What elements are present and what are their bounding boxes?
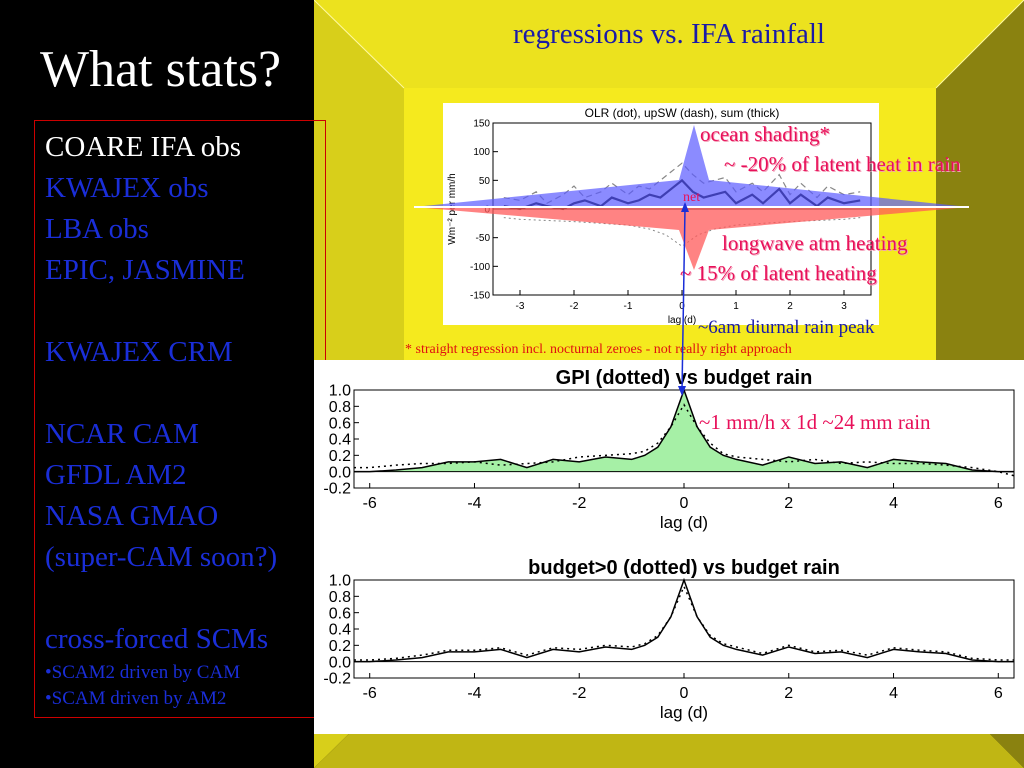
- x-tick-label: 6: [994, 685, 1003, 702]
- y-tick-label: 50: [479, 176, 491, 187]
- chart-title: OLR (dot), upSW (dash), sum (thick): [585, 106, 780, 120]
- list-item: KWAJEX obs: [45, 172, 209, 204]
- x-tick-label: 0: [680, 495, 689, 512]
- y-tick-label: 150: [473, 119, 490, 130]
- x-axis-label: lag (d): [660, 513, 708, 532]
- longwave-wedge: [414, 207, 969, 270]
- y-tick-label: 0.4: [329, 622, 351, 639]
- ocean-shading-wedge: [414, 125, 969, 207]
- list-item: COARE IFA obs: [45, 131, 242, 163]
- arrow-head-bottom: [678, 386, 686, 396]
- list-item: LBA obs: [45, 213, 149, 245]
- gpi-chart-svg: GPI (dotted) vs budget rain1.00.80.60.40…: [323, 367, 1015, 532]
- y-tick-label: 0.8: [329, 589, 351, 606]
- chart-title: budget>0 (dotted) vs budget rain: [528, 557, 840, 579]
- list-item: KWAJEX CRM: [45, 336, 233, 368]
- page-title: What stats?: [40, 41, 282, 98]
- x-tick-label: -6: [363, 685, 377, 702]
- x-tick-label: 4: [889, 685, 898, 702]
- list-item: EPIC, JASMINE: [45, 254, 245, 286]
- x-tick-label: -2: [572, 495, 586, 512]
- x-tick-label: 2: [784, 495, 793, 512]
- y-tick-label: -50: [476, 233, 491, 244]
- y-tick-label: 0.4: [329, 432, 351, 449]
- y-tick-label: 0.0: [329, 654, 351, 671]
- y-tick-label: -150: [470, 291, 490, 302]
- x-tick-label: -6: [363, 495, 377, 512]
- list-item: •SCAM driven by AM2: [45, 688, 227, 709]
- list-item: cross-forced SCMs: [45, 623, 269, 655]
- longwave-label: longwave atm heating: [722, 231, 908, 255]
- ocean-shading-label: ocean shading*: [700, 122, 831, 146]
- y-tick-label: 0.6: [329, 605, 351, 622]
- x-tick-label: -3: [516, 301, 525, 312]
- panel-title: regressions vs. IFA rainfall: [513, 18, 825, 50]
- x-tick-label: 0: [679, 301, 685, 312]
- y-tick-label: 1.0: [329, 383, 351, 400]
- series-line-1: [354, 584, 1014, 661]
- x-tick-label: 3: [841, 301, 847, 312]
- x-tick-label: 2: [787, 301, 793, 312]
- y-tick-label: 0.6: [329, 415, 351, 432]
- budget-chart-svg: budget>0 (dotted) vs budget rain1.00.80.…: [323, 557, 1015, 722]
- latent15-label: ~ 15% of latent heating: [680, 261, 877, 285]
- x-tick-label: -2: [570, 301, 579, 312]
- arrow-head-top: [681, 202, 689, 212]
- y-tick-label: 100: [473, 147, 490, 158]
- x-tick-label: -2: [572, 685, 586, 702]
- rain-scale-label: ~1 mm/h x 1d ~24 mm rain: [699, 410, 931, 434]
- y-tick-label: -0.2: [323, 481, 351, 498]
- model-list-box: COARE IFA obs KWAJEX obs LBA obs EPIC, J…: [34, 120, 326, 718]
- shading-wedges: [414, 125, 969, 270]
- list-item: •SCAM2 driven by CAM: [45, 662, 241, 683]
- list-item: NASA GMAO: [45, 500, 219, 532]
- list-item: (super-CAM soon?): [45, 541, 278, 573]
- frame-top-bevel: [314, 0, 1024, 88]
- diurnal-label: ~6am diurnal rain peak: [698, 317, 875, 338]
- x-tick-label: -4: [467, 685, 481, 702]
- series-line-1: [354, 403, 1015, 477]
- lower-charts-panel: GPI (dotted) vs budget rain 1.0 0.8 0.6 0.4 0…: [314, 360, 1024, 734]
- y-tick-label: 1.0: [329, 573, 351, 590]
- series-line-1: [503, 162, 861, 205]
- link-arrow: [678, 202, 689, 396]
- x-tick-label: 6: [994, 495, 1003, 512]
- footnote: * straight regression incl. nocturnal ze…: [405, 342, 792, 357]
- x-tick-label: 4: [889, 495, 898, 512]
- y-tick-label: 0.2: [329, 448, 351, 465]
- x-axis-label: lag (d): [668, 315, 696, 325]
- series-fill: [354, 390, 1014, 472]
- list-item: NCAR CAM: [45, 418, 199, 450]
- series-line-0: [354, 577, 1014, 663]
- y-tick-label: 0.2: [329, 638, 351, 655]
- y-tick-label: -100: [470, 262, 490, 273]
- x-tick-label: 2: [784, 685, 793, 702]
- y-tick-label: 0.8: [329, 399, 351, 416]
- x-tick-label: -1: [624, 301, 633, 312]
- axes-frame: [353, 579, 1015, 679]
- net-label: net: [683, 190, 701, 205]
- latent-rain-label: ~ -20% of latent heat in rain: [724, 152, 961, 176]
- chart-title: GPI (dotted) vs budget rain: [556, 367, 813, 389]
- y-tick-label: -0.2: [323, 671, 351, 688]
- x-tick-label: 0: [680, 685, 689, 702]
- list-item: GFDL AM2: [45, 459, 187, 491]
- x-tick-label: 1: [733, 301, 739, 312]
- x-axis-label: lag (d): [660, 703, 708, 722]
- y-tick-label: 0.0: [329, 464, 351, 481]
- x-tick-label: -4: [467, 495, 481, 512]
